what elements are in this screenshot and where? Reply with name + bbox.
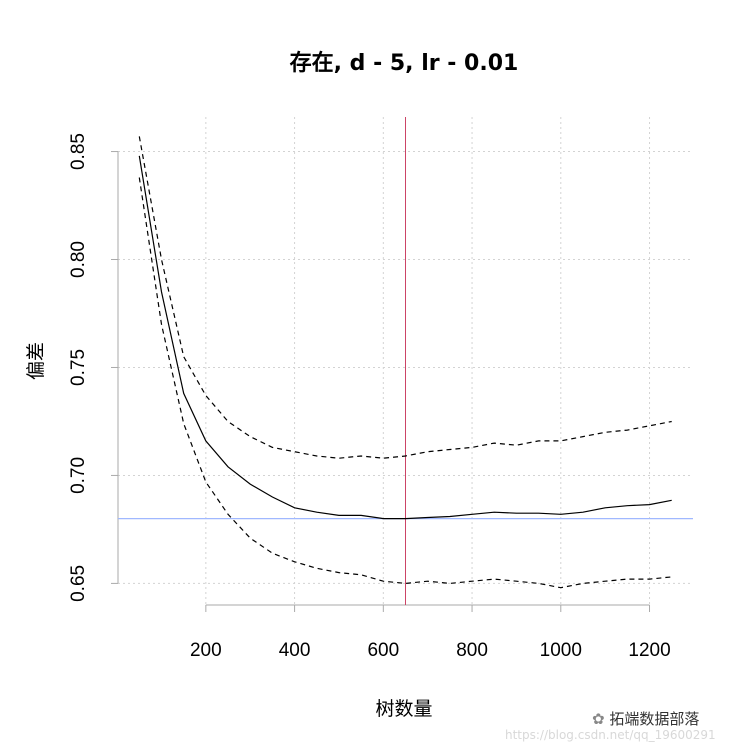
series-line-mean xyxy=(138,155,672,520)
y-tick-label: 0.80 xyxy=(68,241,89,278)
x-tick-label: 1000 xyxy=(540,640,582,661)
x-tick-label: 200 xyxy=(190,640,222,661)
y-tick-label: 0.65 xyxy=(68,565,89,602)
x-axis-label: 树数量 xyxy=(375,698,432,720)
x-tick-label: 1200 xyxy=(628,640,670,661)
x-tick-label: 800 xyxy=(456,640,488,661)
y-tick-label: 0.75 xyxy=(68,349,89,386)
series-line-lower xyxy=(138,177,672,589)
x-tick-label: 400 xyxy=(279,640,311,661)
wechat-icon: ✿ xyxy=(592,710,605,728)
watermark-brand-text: 拓端数据部落 xyxy=(609,710,700,728)
y-tick-label: 0.85 xyxy=(68,133,89,170)
y-tick-label: 0.70 xyxy=(68,457,89,494)
y-axis-label: 偏差 xyxy=(25,342,47,380)
x-tick-label: 600 xyxy=(367,640,399,661)
watermark-url: https://blog.csdn.net/qq_19600291 xyxy=(505,728,716,742)
chart-title: 存在, d - 5, lr - 0.01 xyxy=(290,50,519,76)
series-line-upper xyxy=(138,136,672,459)
watermark-brand: ✿ 拓端数据部落 xyxy=(592,708,699,729)
